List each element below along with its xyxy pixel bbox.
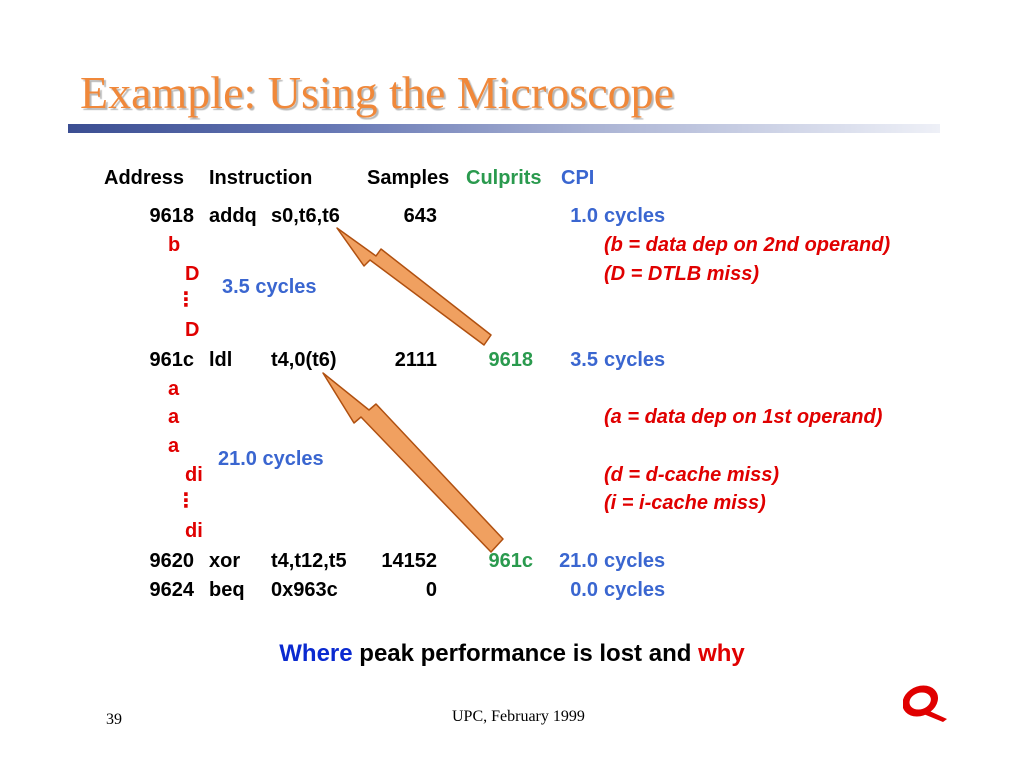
title-rule: [68, 124, 940, 133]
stall-di-2: di: [185, 520, 203, 542]
row-9624-op: beq: [209, 579, 245, 601]
tagline-why: why: [698, 640, 745, 667]
row-9620-address: 9620: [149, 550, 195, 572]
row-961c-cpi: 3.5: [570, 349, 598, 371]
tagline-middle: peak performance is lost and: [352, 640, 699, 667]
row-961c-operands: t4,0(t6): [271, 349, 337, 371]
note-a: (a = data dep on 1st operand): [604, 406, 883, 428]
row-9620-op: xor: [209, 550, 241, 572]
stall-a-2: a: [168, 406, 180, 428]
tagline: Where peak performance is lost and why: [0, 640, 1024, 668]
row-961c-cpi-unit: cycles: [604, 349, 666, 371]
row-9624-address: 9624: [149, 579, 195, 601]
stall-di-1: di: [185, 464, 203, 486]
tagline-where: Where: [279, 640, 353, 667]
row-9620-culprit: 961c: [488, 550, 534, 572]
row-9618-samples: 643: [403, 205, 437, 227]
stall-duration-1: 3.5 cycles: [222, 276, 317, 298]
row-961c-op: ldl: [209, 349, 233, 371]
row-961c-address: 961c: [149, 349, 195, 371]
footer-text: UPC, February 1999: [452, 708, 585, 725]
row-961c-culprit: 9618: [488, 349, 534, 371]
row-9624-cpi: 0.0: [570, 579, 598, 601]
row-9618-address: 9618: [149, 205, 195, 227]
header-cpi: CPI: [561, 167, 595, 189]
row-9620-cpi: 21.0: [559, 550, 598, 572]
stall-b: b: [168, 234, 181, 256]
header-samples: Samples: [367, 167, 450, 189]
note-d: (d = d-cache miss): [604, 464, 780, 486]
row-9624-cpi-unit: cycles: [604, 579, 666, 601]
row-9618-cpi-unit: cycles: [604, 205, 666, 227]
note-D: (D = DTLB miss): [604, 263, 760, 285]
stall-dots-2: ⋮: [176, 490, 196, 512]
row-9620-cpi-unit: cycles: [604, 550, 666, 572]
note-i: (i = i-cache miss): [604, 492, 766, 514]
row-9624-operands: 0x963c: [271, 579, 338, 601]
header-culprits: Culprits: [466, 167, 542, 189]
header-address: Address: [104, 167, 185, 189]
header-instruction: Instruction: [209, 167, 313, 189]
note-b: (b = data dep on 2nd operand): [604, 234, 891, 256]
row-9620-operands: t4,t12,t5: [271, 550, 347, 572]
culprit-arrow-upper: [336, 227, 492, 346]
culprit-arrow-lower: [322, 372, 504, 553]
stall-D-2: D: [185, 319, 200, 341]
row-9618-operands: s0,t6,t6: [271, 205, 340, 227]
row-9618-op: addq: [209, 205, 257, 227]
stall-a-3: a: [168, 435, 180, 457]
stall-dots-1: ⋮: [176, 289, 196, 311]
slide-title: Example: Using the Microscope: [80, 67, 675, 118]
row-9620-samples: 14152: [381, 550, 437, 572]
compaq-q-logo-icon: [903, 685, 947, 722]
stall-D-1: D: [185, 263, 200, 285]
stall-a-1: a: [168, 378, 180, 400]
row-9618-cpi: 1.0: [570, 205, 598, 227]
stall-duration-2: 21.0 cycles: [218, 448, 324, 470]
row-9624-samples: 0: [425, 579, 437, 601]
page-number: 39: [106, 711, 122, 728]
row-961c-samples: 2111: [394, 349, 437, 371]
